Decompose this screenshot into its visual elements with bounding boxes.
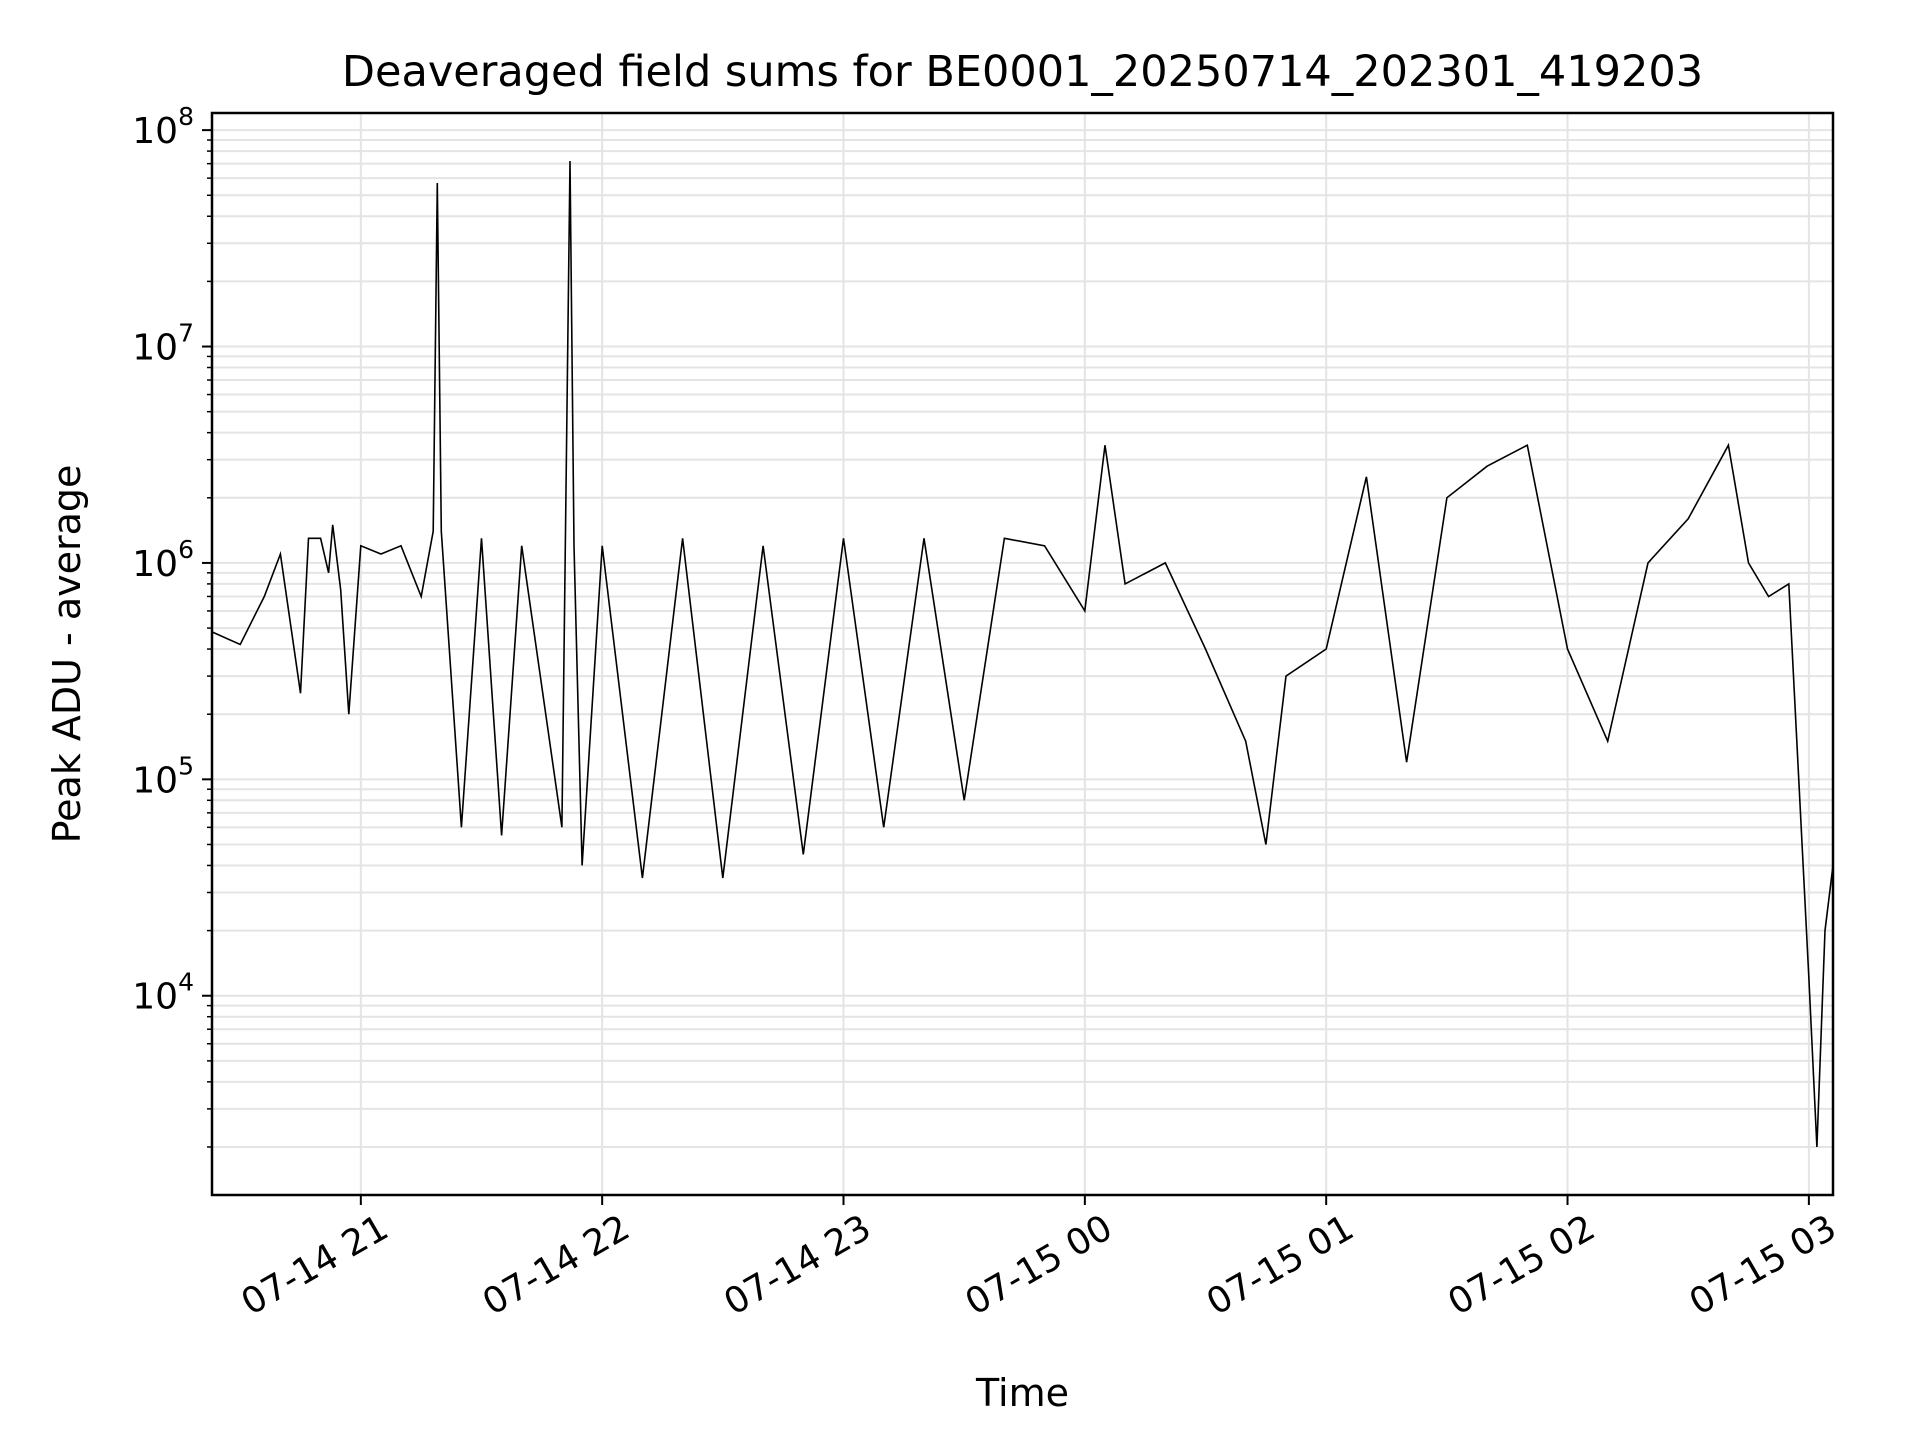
x-axis-label: Time: [975, 1371, 1069, 1415]
y-tick-base: 10: [132, 544, 178, 585]
y-tick-label: 108: [132, 102, 194, 152]
plot-area: [211, 160, 1834, 1148]
y-tick-base: 10: [132, 977, 178, 1018]
axes-frame: [210, 111, 1835, 1197]
x-tick-label: 07-15 02: [1441, 1207, 1602, 1323]
x-tick-label: 07-15 03: [1683, 1207, 1844, 1323]
y-tick-label: 107: [132, 319, 194, 369]
x-tick-label: 07-14 22: [476, 1207, 637, 1323]
y-tick-exponent: 8: [178, 102, 194, 131]
grid: [212, 113, 1833, 1195]
y-tick-exponent: 5: [178, 751, 194, 780]
y-tick-base: 10: [132, 328, 178, 369]
y-tick-base: 10: [132, 760, 178, 801]
y-tick-base: 10: [132, 111, 178, 152]
y-tick-label: 105: [132, 751, 194, 801]
x-tick-label: 07-14 23: [717, 1207, 878, 1323]
y-tick-exponent: 7: [178, 319, 194, 348]
x-tick-label: 07-15 00: [959, 1207, 1120, 1323]
y-tick-exponent: 4: [178, 968, 194, 997]
y-tick-label: 104: [132, 968, 194, 1018]
y-tick-label: 106: [132, 535, 194, 585]
x-axis: 07-14 21 07-14 22 07-14 23 07-15 00 07-15 01…: [235, 1195, 1844, 1324]
y-tick-exponent: 6: [178, 535, 194, 564]
y-axis-label: Peak ADU - average: [45, 465, 89, 844]
x-tick-label: 07-15 01: [1200, 1207, 1361, 1323]
series-line: [211, 160, 1834, 1148]
x-tick-label: 07-14 21: [235, 1207, 396, 1323]
chart-title: Deaveraged field sums for BE0001_2025071…: [342, 47, 1703, 97]
